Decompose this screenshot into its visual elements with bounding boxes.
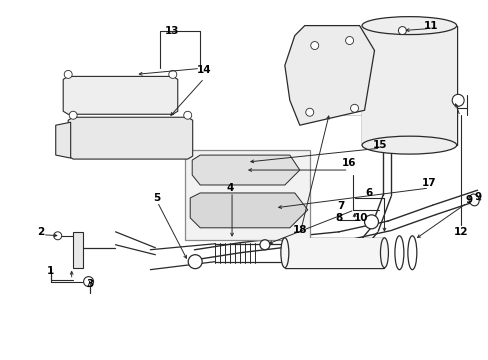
Polygon shape (68, 117, 192, 159)
Text: 3: 3 (86, 279, 93, 289)
Polygon shape (285, 26, 374, 125)
Polygon shape (361, 26, 456, 145)
Polygon shape (285, 238, 384, 268)
Ellipse shape (280, 238, 288, 268)
Polygon shape (185, 150, 309, 240)
Ellipse shape (468, 194, 478, 206)
Circle shape (398, 27, 406, 35)
Ellipse shape (407, 236, 416, 270)
Circle shape (64, 71, 72, 78)
Circle shape (350, 104, 358, 112)
Circle shape (260, 240, 269, 250)
Text: 6: 6 (364, 188, 371, 198)
Text: 13: 13 (164, 26, 179, 36)
Text: 12: 12 (453, 227, 468, 237)
Polygon shape (63, 76, 178, 114)
Polygon shape (56, 122, 71, 158)
Circle shape (310, 41, 318, 50)
Polygon shape (192, 155, 299, 185)
Circle shape (83, 276, 93, 287)
Text: 14: 14 (197, 66, 211, 76)
Circle shape (451, 94, 463, 106)
Polygon shape (190, 193, 307, 228)
Circle shape (69, 111, 77, 119)
Polygon shape (73, 232, 82, 268)
Text: 9: 9 (465, 195, 472, 205)
Ellipse shape (380, 238, 387, 268)
Circle shape (54, 232, 61, 240)
Text: 2: 2 (37, 227, 44, 237)
Ellipse shape (394, 236, 403, 270)
Ellipse shape (361, 17, 456, 35)
Text: 10: 10 (354, 213, 368, 223)
Text: 8: 8 (334, 213, 342, 223)
Circle shape (305, 108, 313, 116)
Text: 16: 16 (341, 158, 355, 168)
Circle shape (188, 255, 202, 269)
Text: 11: 11 (423, 21, 438, 31)
Text: 15: 15 (372, 140, 387, 150)
Circle shape (168, 71, 176, 78)
Text: 9: 9 (473, 192, 481, 202)
Circle shape (183, 111, 191, 119)
Text: 7: 7 (336, 201, 344, 211)
Circle shape (345, 37, 353, 45)
Text: 4: 4 (226, 183, 233, 193)
Text: 1: 1 (47, 266, 54, 276)
Text: 17: 17 (421, 178, 436, 188)
Text: 18: 18 (292, 225, 306, 235)
Circle shape (364, 215, 378, 229)
Ellipse shape (361, 136, 456, 154)
Text: 5: 5 (152, 193, 160, 203)
